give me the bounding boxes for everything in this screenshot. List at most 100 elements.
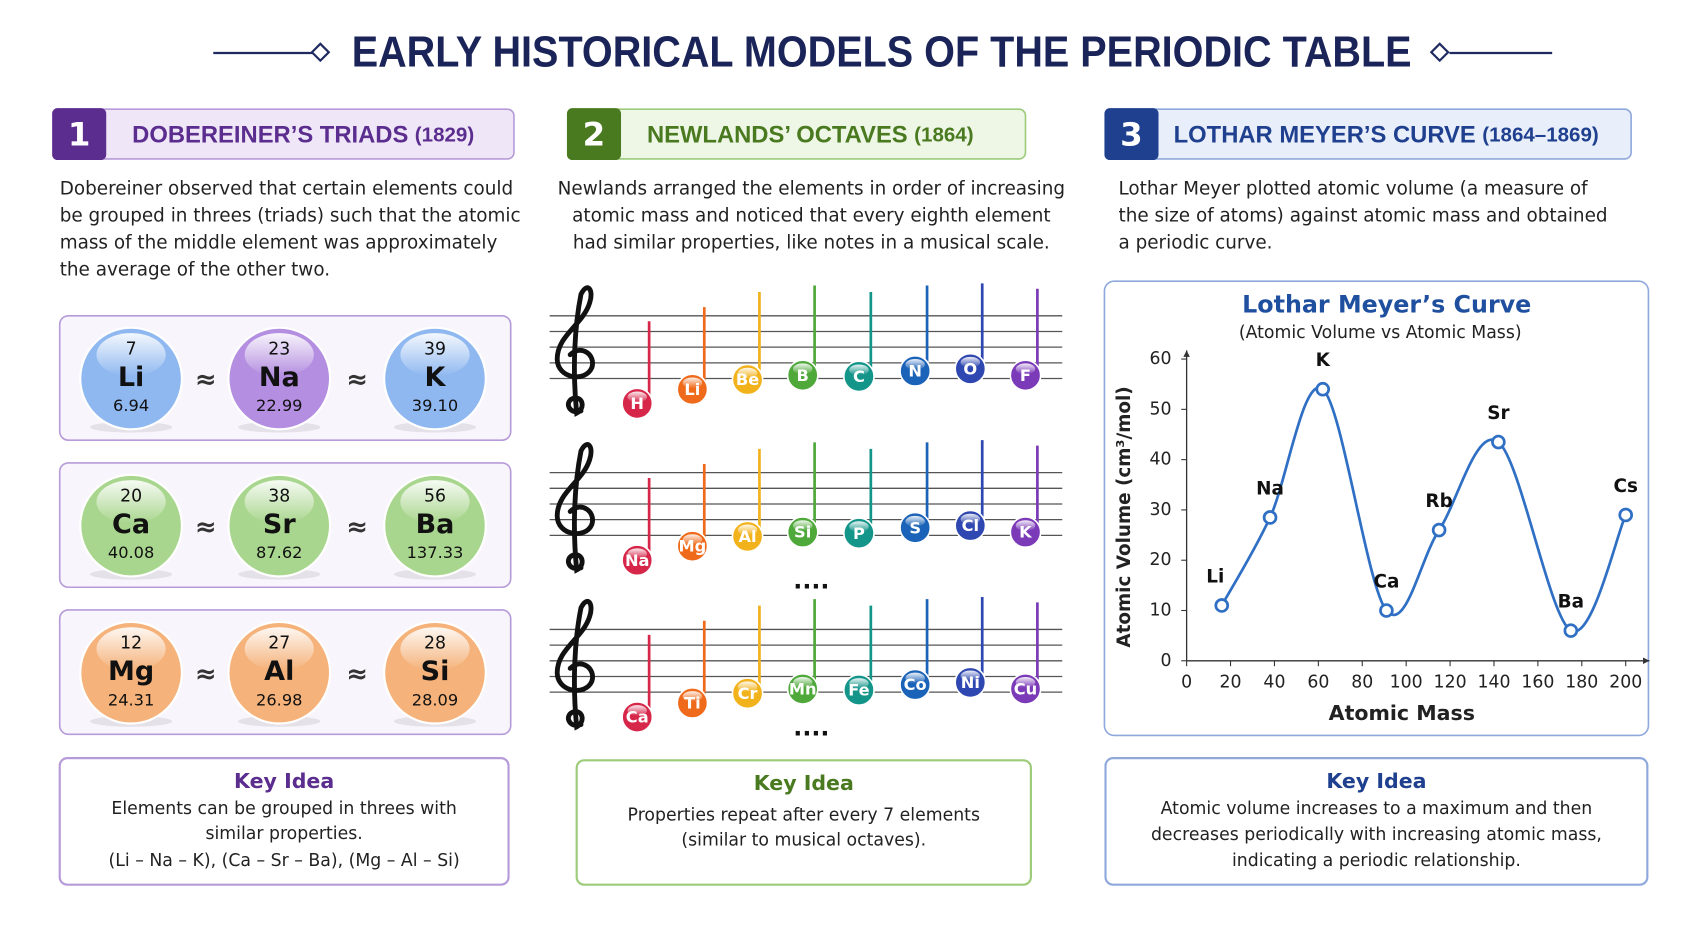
note-highlight — [682, 691, 703, 702]
section-badge — [1104, 108, 1159, 161]
ball-highlight — [400, 480, 470, 524]
ball-highlight — [400, 333, 470, 377]
description-line: the size of atoms) against atomic mass a… — [1118, 205, 1607, 226]
element-symbol: Sr — [263, 509, 296, 540]
section-title-text: DOBEREINER’S TRIADS — [132, 122, 408, 149]
key-idea-box — [1104, 757, 1649, 886]
x-tick-label: 140 — [1477, 672, 1510, 692]
x-tick-label: 0 — [1181, 672, 1192, 692]
point-label: Li — [1206, 566, 1224, 587]
section-number: 2 — [583, 115, 606, 153]
note-symbol: K — [1019, 523, 1033, 542]
element-symbol: Al — [264, 656, 294, 687]
section-badge — [566, 108, 622, 161]
note-symbol: Li — [684, 380, 700, 399]
y-tick-label: 0 — [1160, 651, 1171, 671]
ball-highlight — [244, 333, 314, 377]
description-line: Dobereiner observed that certain element… — [60, 178, 513, 199]
note-highlight — [737, 367, 758, 379]
diamond — [310, 42, 331, 63]
note-highlight — [792, 677, 813, 688]
note-symbol: F — [1020, 366, 1031, 385]
atomic-mass: 24.31 — [108, 690, 154, 709]
data-point — [1315, 381, 1331, 397]
ball-highlight — [96, 627, 166, 671]
atomic-mass: 26.98 — [256, 690, 302, 709]
key-idea-line: Properties repeat after every 7 elements — [628, 805, 980, 825]
ball-highlight — [400, 627, 470, 671]
note-highlight — [737, 681, 758, 693]
key-idea-line: similar properties. — [205, 824, 362, 844]
y-tick-label: 40 — [1149, 450, 1171, 470]
x-tick-label: 120 — [1434, 672, 1467, 692]
data-point — [1379, 603, 1394, 618]
key-idea-box — [58, 757, 510, 886]
key-idea-title: Key Idea — [754, 771, 854, 795]
note-symbol: S — [909, 518, 921, 537]
atomic-mass: 6.94 — [113, 396, 149, 415]
atomic-number: 39 — [424, 339, 446, 359]
note-highlight — [960, 356, 981, 368]
section-title: LOTHAR MEYER’S CURVE (1864–1869) — [1174, 122, 1599, 149]
element-symbol: Ba — [416, 509, 455, 540]
note-symbol: Fe — [848, 681, 869, 700]
approx-sign: ≈ — [195, 512, 217, 542]
x-tick-label: 40 — [1263, 672, 1285, 692]
x-axis-label: Atomic Mass — [1329, 701, 1475, 725]
note-symbol: Cr — [738, 684, 758, 703]
element-symbol: Na — [259, 362, 300, 393]
curve — [1220, 386, 1627, 633]
ball-highlight — [96, 333, 166, 377]
atomic-mass: 28.09 — [412, 690, 458, 709]
key-idea-line: (Li – Na – K), (Ca – Sr – Ba), (Mg – Al … — [109, 851, 460, 871]
treble-clef — [554, 598, 595, 731]
atomic-number: 27 — [268, 633, 290, 653]
y-tick-label: 20 — [1149, 550, 1171, 570]
key-idea-line: Atomic volume increases to a maximum and… — [1161, 799, 1593, 819]
y-tick-label: 30 — [1149, 500, 1171, 520]
note-symbol: Co — [904, 675, 927, 694]
x-tick-label: 180 — [1565, 672, 1598, 692]
atomic-mass: 39.10 — [412, 396, 458, 415]
note-symbol: H — [630, 394, 644, 413]
data-point — [1262, 510, 1278, 525]
note-highlight — [1015, 677, 1036, 688]
note-symbol: Be — [736, 370, 759, 389]
atomic-mass: 40.08 — [108, 543, 154, 562]
note-symbol: Cu — [1014, 679, 1037, 698]
x-tick-label: 60 — [1307, 672, 1329, 692]
atomic-number: 56 — [424, 486, 446, 506]
section-year: (1864) — [914, 124, 973, 147]
note-highlight — [849, 364, 869, 376]
note-symbol: Mg — [679, 537, 707, 556]
note-highlight — [627, 548, 647, 560]
element-symbol: K — [425, 362, 447, 393]
point-label: Na — [1256, 478, 1284, 499]
note-symbol: O — [963, 359, 977, 378]
note-highlight — [849, 678, 869, 689]
section-number: 1 — [68, 115, 91, 153]
diamond — [1429, 42, 1450, 63]
x-tick-label: 100 — [1390, 672, 1423, 692]
note-symbol: Ca — [626, 708, 649, 727]
atomic-number: 20 — [120, 486, 142, 506]
point-label: Cs — [1613, 476, 1637, 497]
chart-title: Lothar Meyer’s Curve — [1242, 291, 1531, 319]
approx-sign: ≈ — [346, 659, 368, 689]
note-highlight — [792, 520, 813, 532]
note-symbol: Ni — [961, 673, 980, 692]
data-point — [1563, 623, 1579, 638]
ball-highlight — [96, 480, 166, 524]
treble-clef — [554, 442, 595, 574]
chart-subtitle: (Atomic Volume vs Atomic Mass) — [1239, 323, 1522, 343]
page-title: EARLY HISTORICAL MODELS OF THE PERIODIC … — [352, 29, 1412, 77]
x-tick-label: 80 — [1351, 672, 1373, 692]
element-symbol: Li — [118, 362, 144, 393]
ellipsis: .... — [793, 713, 829, 741]
description-line: be grouped in threes (triads) such that … — [60, 205, 521, 226]
approx-sign: ≈ — [346, 365, 368, 395]
key-idea-line: (similar to musical octaves). — [681, 830, 926, 850]
y-tick-label: 50 — [1149, 399, 1171, 419]
note-highlight — [682, 377, 703, 389]
